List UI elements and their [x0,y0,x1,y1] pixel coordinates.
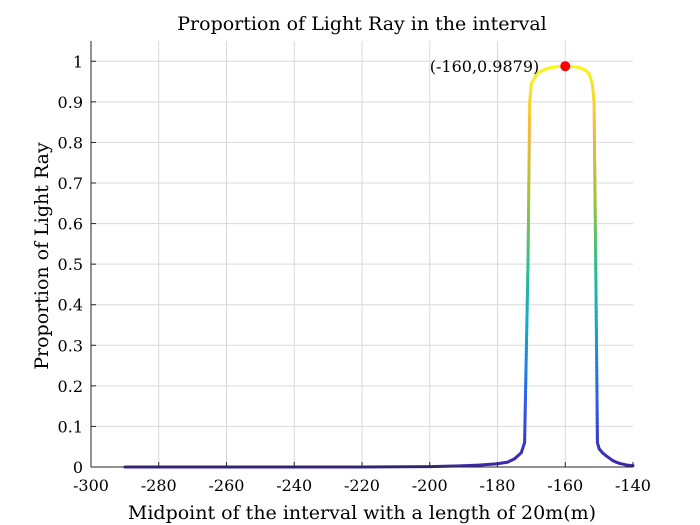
line-segment [496,460,510,466]
x-ticks: -300 -280 -260 -240 -220 -200 -180 -160 -140 [73,462,651,495]
line-segment [479,462,499,467]
y-tick-label-9: 0.9 [58,93,83,112]
y-tick-label-0: 0 [73,458,83,477]
chart-title: Proportion of Light Ray in the interval [177,13,546,35]
y-tick-label-1: 0.1 [58,417,83,436]
x-tick-label-8: -140 [615,476,651,495]
max-point-label: (-160,0.9879) [430,57,540,76]
x-tick-label-7: -160 [547,476,583,495]
highlight: (-160,0.9879) [430,57,571,76]
y-tick-label-8: 0.8 [58,133,83,152]
y-tick-label-10: 1 [73,52,83,71]
data-line [123,64,635,469]
y-ticks: 0 0.1 0.2 0.3 0.4 0.5 0.6 0.7 0.8 0.9 1 [58,52,96,477]
line-segment [428,464,466,469]
max-point-marker [560,61,571,72]
x-tick-label-3: -240 [276,476,312,495]
y-tick-label-5: 0.5 [58,255,83,274]
line-segment [624,463,635,468]
y-tick-label-3: 0.3 [58,336,83,355]
y-tick-label-2: 0.2 [58,377,83,396]
x-tick-label-6: -180 [480,476,516,495]
y-tick-label-6: 0.6 [58,215,83,234]
line-segment [462,463,483,468]
y-tick-label-7: 0.7 [58,174,83,193]
y-tick-label-4: 0.4 [58,296,83,315]
x-tick-label-2: -260 [209,476,245,495]
x-tick-label-4: -220 [344,476,380,495]
x-tick-label-1: -280 [141,476,177,495]
grid [91,41,633,467]
x-tick-label-5: -200 [412,476,448,495]
x-axis-label: Midpoint of the interval with a length o… [128,502,596,524]
y-axis-label: Proportion of Light Ray [31,142,53,370]
x-tick-label-0: -300 [73,476,109,495]
